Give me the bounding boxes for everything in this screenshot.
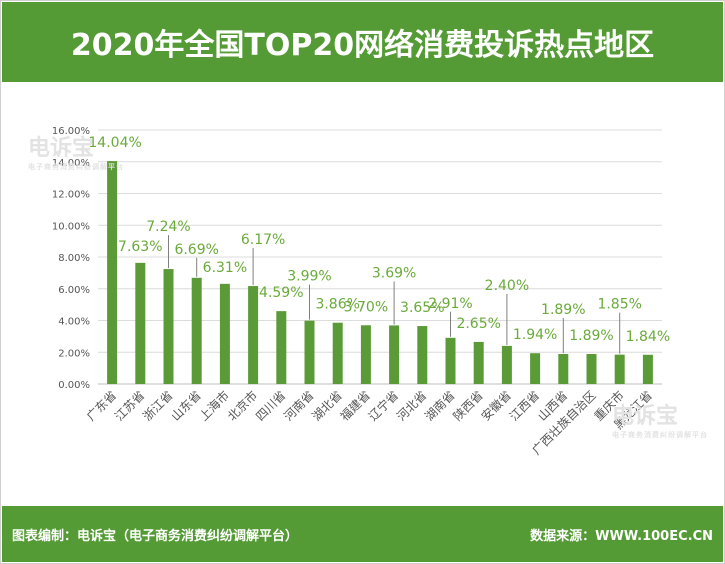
data-label: 3.65% [400, 300, 444, 316]
watermark-tagline: 电子商务消费纠纷调解平台 [28, 163, 124, 171]
bar [135, 262, 146, 384]
x-tick-label: 湖南省 [422, 388, 458, 424]
bar [530, 353, 541, 384]
x-tick-label: 河南省 [281, 388, 317, 424]
x-tick-label: 广东省 [84, 388, 119, 423]
bar [219, 283, 230, 384]
watermark-tagline: 电子商务消费纠纷调解平台 [612, 431, 708, 439]
x-tick-label: 浙江省 [140, 388, 175, 423]
bar [163, 269, 174, 384]
y-tick-label: 12.00% [52, 190, 90, 201]
bar [642, 354, 653, 384]
data-label: 1.85% [597, 297, 641, 313]
x-tick-label: 安徽省 [478, 388, 514, 424]
data-label: 1.94% [513, 327, 557, 343]
x-tick-label: 上海市 [196, 388, 232, 424]
data-label: 14.04% [88, 135, 141, 151]
footer-credit: 图表编制：电诉宝（电子商务消费纠纷调解平台） [12, 528, 299, 544]
bar [501, 345, 512, 384]
bar [191, 277, 202, 384]
bar [389, 325, 400, 384]
bar-chart: 14.04% 7.63% 7.24% 6.69% 6.31% 6.17% 4.59%3.99… [52, 126, 670, 458]
x-tick-label: 河北省 [394, 388, 429, 423]
bar [558, 353, 569, 384]
watermark-bottom: 电诉宝 电子商务消费纠纷调解平台 [612, 398, 708, 440]
chart-area: 14.04% 7.63% 7.24% 6.69% 6.31% 6.17% 4.59% 3.99… [0, 82, 725, 504]
x-tick-label: 福建省 [337, 388, 373, 424]
data-label: 2.40% [485, 278, 529, 294]
y-tick-label: 6.00% [58, 285, 90, 296]
data-label: 1.89% [541, 302, 585, 318]
x-tick-label: 山东省 [168, 388, 203, 423]
data-label: 4.59% [259, 285, 303, 301]
footer-source: 数据来源：WWW.100EC.CN [530, 528, 713, 544]
y-tick-label: 0.00% [58, 380, 90, 391]
data-label: 3.86% [315, 297, 359, 313]
x-tick-label: 陕西省 [450, 388, 486, 424]
data-label: 3.69% [372, 265, 416, 281]
x-tick-label: 四川省 [253, 388, 288, 423]
y-tick-label: 16.00% [52, 126, 90, 137]
data-label: 3.70% [344, 299, 388, 315]
x-tick-label: 辽宁省 [365, 388, 401, 424]
bar [586, 353, 597, 384]
data-label: 6.31% [203, 260, 247, 276]
y-tick-label: 2.00% [58, 348, 90, 359]
x-tick-label: 江苏省 [112, 388, 147, 423]
y-tick-label: 8.00% [58, 253, 90, 264]
x-tick-label: 北京市 [224, 388, 260, 424]
x-tick-label: 湖北省 [309, 388, 345, 424]
footer-banner: 图表编制：电诉宝（电子商务消费纠纷调解平台） 数据来源：WWW.100EC.CN [2, 506, 723, 562]
header-banner: 2020年全国TOP20网络消费投诉热点地区 [2, 2, 723, 82]
bar [445, 337, 456, 384]
data-label: 1.89% [569, 328, 613, 344]
bar [614, 354, 625, 384]
watermark-brand: 电诉宝 [28, 136, 95, 161]
data-label: 7.63% [118, 239, 162, 255]
data-label: 2.65% [456, 316, 500, 332]
y-tick-label: 10.00% [52, 221, 90, 232]
bar [248, 286, 259, 384]
bar [332, 322, 343, 384]
bar [360, 325, 371, 384]
bar [107, 161, 118, 384]
x-tick-label: 江西省 [507, 388, 542, 423]
y-tick-label: 14.00% [52, 158, 90, 169]
bar [417, 326, 428, 384]
data-label: 2.91% [428, 296, 472, 312]
chart-title: 2020年全国TOP20网络消费投诉热点地区 [70, 28, 655, 63]
data-label: 6.69% [174, 242, 218, 258]
data-label: 3.99% [287, 269, 331, 285]
bar [276, 311, 287, 384]
data-label: 7.24% [146, 219, 190, 235]
y-tick-label: 4.00% [58, 317, 90, 328]
bar [304, 320, 315, 384]
data-label: 6.17% [241, 232, 285, 248]
watermark-brand: 电诉宝 [612, 404, 679, 429]
data-label: 1.84% [626, 329, 670, 345]
bar [473, 341, 484, 384]
watermark-top: 电诉宝 电子商务消费纠纷调解平台 [28, 130, 124, 172]
